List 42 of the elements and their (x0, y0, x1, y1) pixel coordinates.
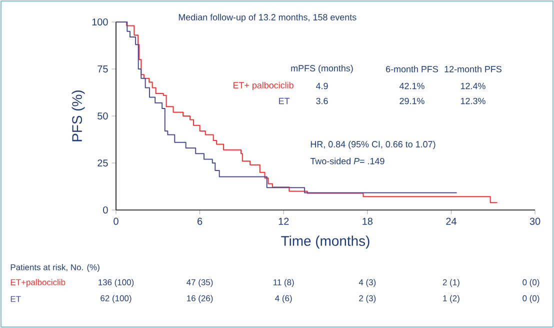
y-tick-label: 75 (98, 66, 108, 72)
y-tick-label: 25 (98, 159, 108, 167)
x-tick-label: 0 (114, 218, 118, 225)
x-tick-label: 18 (362, 218, 373, 225)
y-tick-label: 100 (92, 18, 108, 26)
y-tick-label: 0 (103, 206, 108, 214)
x-tick-label: 6 (198, 218, 202, 225)
annotation: Median follow-up of 13.2 months, 158 events (178, 14, 356, 22)
y-axis-title: PFS (%) (72, 90, 85, 142)
text: ET (10, 296, 21, 302)
text: 136 (100) (98, 279, 134, 287)
text: 47 (35) (186, 279, 213, 287)
annotation: Two-sided P= .149 (310, 158, 384, 164)
annotation: 6-month PFS (386, 66, 438, 72)
annotation: HR, 0.84 (95% CI, 0.66 to 1.07) (310, 140, 436, 150)
annotation: mPFS (months) (291, 64, 353, 74)
text: 4 (6) (275, 295, 292, 303)
y-tick-label: 50 (98, 112, 108, 120)
text: 0 (0) (522, 295, 540, 303)
annotation: 4.9 (316, 82, 328, 90)
annotation: 12.4% (460, 82, 486, 90)
text: 2 (3) (359, 295, 376, 303)
annotation: 12-month PFS (444, 66, 502, 72)
text: 2 (1) (442, 279, 460, 287)
text: ET+ palbociclib (233, 82, 294, 90)
annotation: 12.3% (460, 98, 486, 104)
text: 4 (3) (358, 279, 376, 287)
annotation: 29.1% (400, 98, 424, 104)
text: 16 (26) (187, 295, 213, 303)
text: Patients at risk, No. (%) (10, 264, 100, 272)
annotation: 42.1% (399, 82, 424, 90)
x-tick-label: 30 (530, 218, 540, 225)
text: 62 (100) (100, 295, 132, 303)
text: 1 (2) (443, 295, 460, 303)
text: 11 (8) (274, 279, 294, 287)
x-tick-label: 12 (278, 218, 289, 225)
annotation: 3.6 (316, 98, 328, 104)
text: ET+palbociclib (10, 279, 66, 287)
x-tick-label: 24 (446, 218, 456, 225)
text: 0 (0) (522, 279, 540, 287)
text: ET (279, 98, 290, 104)
x-axis-title: Time (months) (281, 236, 370, 249)
